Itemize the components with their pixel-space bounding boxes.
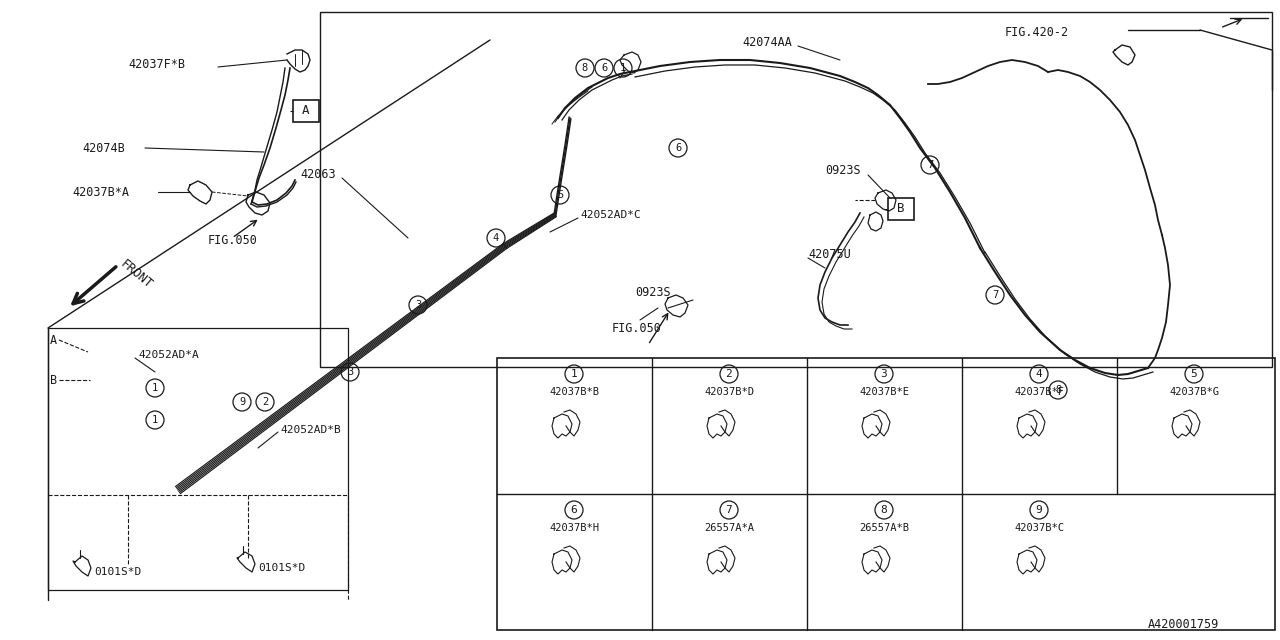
Text: FIG.050: FIG.050 (207, 234, 257, 246)
Text: B: B (897, 202, 905, 216)
Text: 3: 3 (347, 367, 353, 377)
Text: A420001759: A420001759 (1148, 618, 1220, 632)
Text: 5: 5 (1190, 369, 1197, 379)
Text: 42037B*B: 42037B*B (549, 387, 599, 397)
Text: 1: 1 (152, 383, 159, 393)
Text: 42075U: 42075U (808, 248, 851, 262)
Text: 26557A*B: 26557A*B (859, 523, 909, 533)
Text: FIG.050: FIG.050 (612, 321, 662, 335)
Text: 7: 7 (726, 505, 732, 515)
Text: FIG.420-2: FIG.420-2 (1005, 26, 1069, 38)
Text: 7: 7 (927, 160, 933, 170)
Text: B: B (50, 374, 58, 387)
Text: 42037B*E: 42037B*E (859, 387, 909, 397)
Text: 42037B*F: 42037B*F (1014, 387, 1064, 397)
Text: 42037B*D: 42037B*D (704, 387, 754, 397)
Text: A: A (50, 333, 58, 346)
Text: 42063: 42063 (300, 168, 335, 182)
Text: 8: 8 (1055, 385, 1061, 395)
Text: 2: 2 (262, 397, 268, 407)
Text: 9: 9 (239, 397, 246, 407)
Text: 4: 4 (493, 233, 499, 243)
Text: 42037B*C: 42037B*C (1014, 523, 1064, 533)
Text: 4: 4 (1036, 369, 1042, 379)
Text: 0923S: 0923S (826, 163, 860, 177)
Text: 42037B*H: 42037B*H (549, 523, 599, 533)
Text: 42074B: 42074B (82, 141, 124, 154)
Text: 7: 7 (992, 290, 998, 300)
Text: 42052AD*B: 42052AD*B (280, 425, 340, 435)
Text: 3: 3 (415, 300, 421, 310)
Text: 42052AD*A: 42052AD*A (138, 350, 198, 360)
Text: 1: 1 (152, 415, 159, 425)
Text: 0923S: 0923S (635, 287, 671, 300)
Text: 6: 6 (600, 63, 607, 73)
Bar (293, 100, 319, 122)
Bar (320, 12, 1272, 367)
Text: 42037B*A: 42037B*A (72, 186, 129, 198)
Text: 42037B*G: 42037B*G (1169, 387, 1219, 397)
Text: 1: 1 (620, 63, 626, 73)
Text: 0101S*D: 0101S*D (93, 567, 141, 577)
Text: 3: 3 (881, 369, 887, 379)
Text: 8: 8 (582, 63, 588, 73)
Text: 26557A*A: 26557A*A (704, 523, 754, 533)
Text: 42052AD*C: 42052AD*C (580, 210, 641, 220)
Text: 6: 6 (571, 505, 577, 515)
Text: 6: 6 (675, 143, 681, 153)
Text: 9: 9 (1036, 505, 1042, 515)
Text: FRONT: FRONT (118, 257, 155, 291)
Text: 1: 1 (571, 369, 577, 379)
Text: 5: 5 (557, 190, 563, 200)
Text: 2: 2 (726, 369, 732, 379)
Text: 0101S*D: 0101S*D (259, 563, 305, 573)
Bar (49, 328, 348, 590)
Text: 42074AA: 42074AA (742, 35, 792, 49)
Text: A: A (302, 104, 310, 118)
Text: 42037F*B: 42037F*B (128, 58, 186, 72)
Bar (497, 358, 1275, 630)
Bar (888, 198, 914, 220)
Text: 8: 8 (881, 505, 887, 515)
